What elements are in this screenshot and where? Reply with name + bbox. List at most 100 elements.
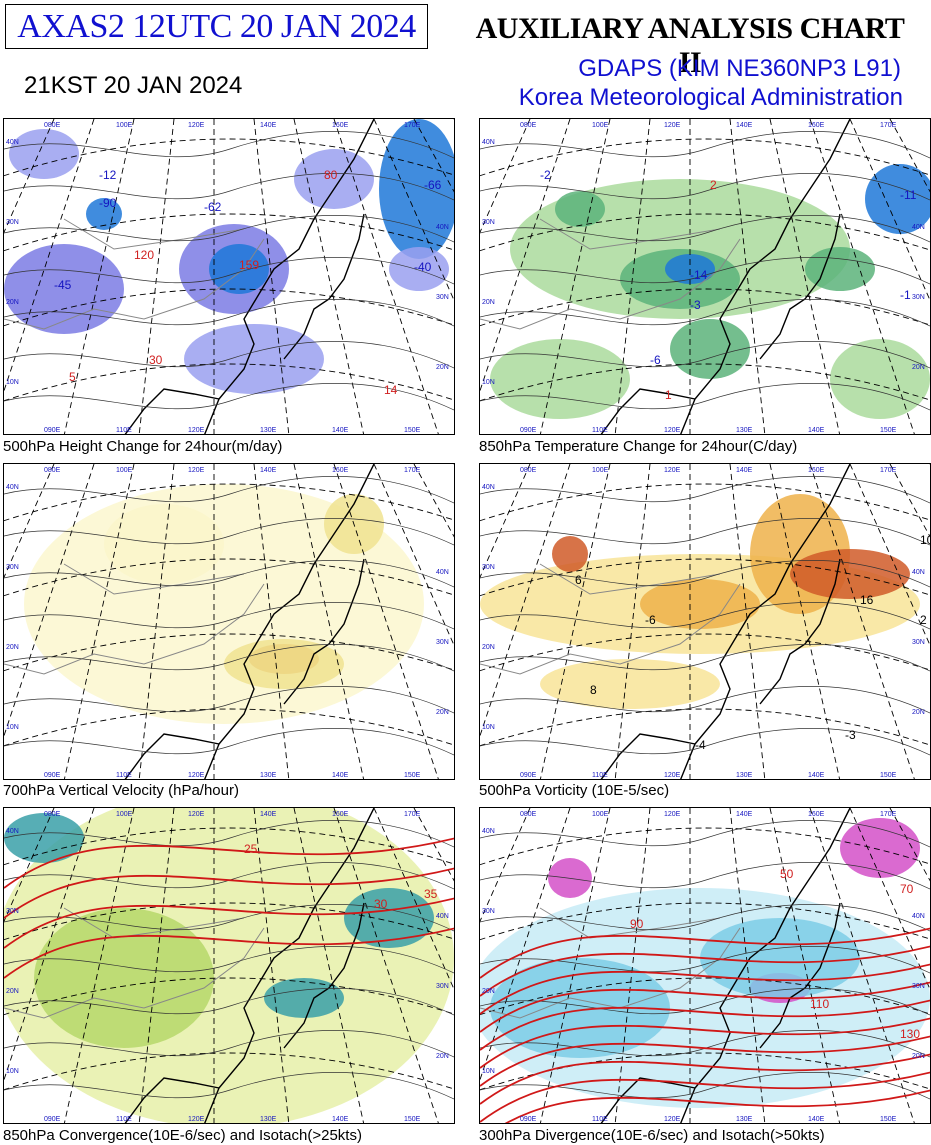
meridian-line [373, 119, 454, 302]
longitude-tick-label: 140E [260, 811, 277, 818]
parallel-line [4, 558, 454, 597]
contour-value-label: -66 [424, 178, 442, 192]
contour-line [4, 257, 454, 285]
parallel-line [480, 213, 930, 252]
contour-value-label: -3 [690, 298, 701, 312]
parallel-line [480, 138, 930, 177]
isotach-line [480, 1071, 930, 1123]
latitude-tick-label: 30N [6, 219, 19, 226]
meridian-line [809, 464, 915, 779]
shaded-field [104, 504, 224, 584]
longitude-tick-label: 080E [520, 467, 537, 474]
contour-value-label: 16 [860, 593, 874, 607]
contour-value-label: 90 [630, 917, 644, 931]
longitude-tick-label: 120E [664, 811, 681, 818]
shaded-field [9, 129, 79, 179]
longitude-tick-label: 150E [880, 427, 897, 434]
meridian-line [729, 464, 766, 779]
coastline [600, 119, 851, 434]
contour-line [480, 820, 930, 848]
latitude-tick-label: 40N [436, 913, 449, 920]
meridian-line [453, 464, 454, 465]
meridian-line [4, 464, 95, 738]
isotach-line [480, 1053, 930, 1105]
map-panel-p4: 6 8 10 -4 -3 2 16 -6 080E 100E 120E 140E 160E 170E 090… [479, 463, 931, 780]
contour-line [4, 1030, 454, 1058]
coastline [124, 808, 375, 1123]
latitude-tick-label: 10N [436, 1123, 449, 1124]
latitude-tick-label: 40N [6, 484, 19, 491]
contour-line [480, 299, 930, 327]
map-panel-p2: -2 2 -3 -6 -1 1 -14 -11 080E 100E 120E 140E 160E 170E… [479, 118, 931, 435]
latitude-tick-label: 30N [912, 294, 925, 301]
meridian-line [539, 119, 611, 434]
longitude-tick-label: 160E [808, 122, 825, 129]
meridian-line [373, 464, 454, 647]
contour-line [4, 383, 454, 411]
longitude-tick-label: 150E [404, 427, 421, 434]
meridian-line [769, 808, 841, 1123]
latitude-tick-label: 10N [6, 379, 19, 386]
isotach-line [4, 867, 454, 919]
longitude-tick-label: 140E [808, 1116, 825, 1123]
latitude-tick-label: 30N [436, 983, 449, 990]
latitude-tick-label: 30N [482, 564, 495, 571]
panel-caption: 700hPa Vertical Velocity (hPa/hour) [3, 782, 239, 799]
contour-line [480, 215, 930, 243]
contour-line [480, 686, 930, 714]
contour-line [4, 518, 454, 546]
longitude-tick-label: 140E [736, 811, 753, 818]
longitude-tick-label: 120E [188, 467, 205, 474]
latitude-tick-label: 10N [912, 434, 925, 435]
longitude-tick-label: 170E [404, 811, 421, 818]
parallel-line [4, 363, 454, 402]
contour-line [480, 644, 930, 672]
meridian-line [614, 464, 651, 779]
contour-line [480, 518, 930, 546]
longitude-tick-label: 170E [880, 467, 897, 474]
longitude-tick-label: 140E [332, 772, 349, 779]
longitude-tick-label: 120E [188, 772, 205, 779]
meridian-line [253, 808, 290, 1123]
longitude-tick-label: 120E [188, 427, 205, 434]
longitude-tick-label: 150E [404, 772, 421, 779]
isotach-line [480, 945, 930, 997]
longitude-tick-label: 130E [260, 1116, 277, 1123]
coastline [124, 464, 375, 779]
panel-caption: 500hPa Vorticity (10E-5/sec) [479, 782, 670, 799]
longitude-tick-label: 130E [260, 427, 277, 434]
shaded-field [294, 149, 374, 209]
longitude-tick-label: 140E [808, 772, 825, 779]
meridian-line [63, 808, 135, 1123]
contour-line [4, 215, 454, 243]
meridian-line [539, 808, 611, 1123]
latitude-tick-label: 40N [482, 139, 495, 146]
meridian-line [333, 808, 439, 1123]
chart-title: AUXILIARY ANALYSIS CHART II [475, 12, 905, 79]
longitude-tick-label: 170E [880, 811, 897, 818]
contour-line [4, 644, 454, 672]
longitude-tick-label: 100E [116, 811, 133, 818]
isotach-line [480, 927, 930, 979]
isotach-line [480, 981, 930, 1033]
map-panel-p3: 080E 100E 120E 140E 160E 170E 090E 110E 120E 130E… [3, 463, 455, 780]
meridian-line [253, 119, 290, 434]
longitude-tick-label: 110E [592, 1116, 608, 1123]
shaded-field [4, 244, 124, 334]
latitude-tick-label: 20N [912, 709, 925, 716]
longitude-tick-label: 080E [520, 122, 537, 129]
contour-value-label: 2 [920, 613, 927, 627]
longitude-tick-label: 080E [520, 811, 537, 818]
parallel-line [4, 977, 454, 1016]
contour-line [480, 1072, 930, 1100]
panel-caption: 850hPa Convergence(10E-6/sec) and Isotac… [3, 1127, 362, 1144]
latitude-tick-label: 30N [436, 294, 449, 301]
contour-value-label: 110 [810, 997, 829, 1011]
meridian-line [480, 119, 571, 393]
longitude-tick-label: 090E [44, 772, 61, 779]
shaded-field [34, 908, 214, 1048]
meridian-line [889, 808, 930, 882]
longitude-tick-label: 120E [188, 811, 205, 818]
longitude-tick-label: 160E [808, 811, 825, 818]
coastline [124, 119, 375, 434]
